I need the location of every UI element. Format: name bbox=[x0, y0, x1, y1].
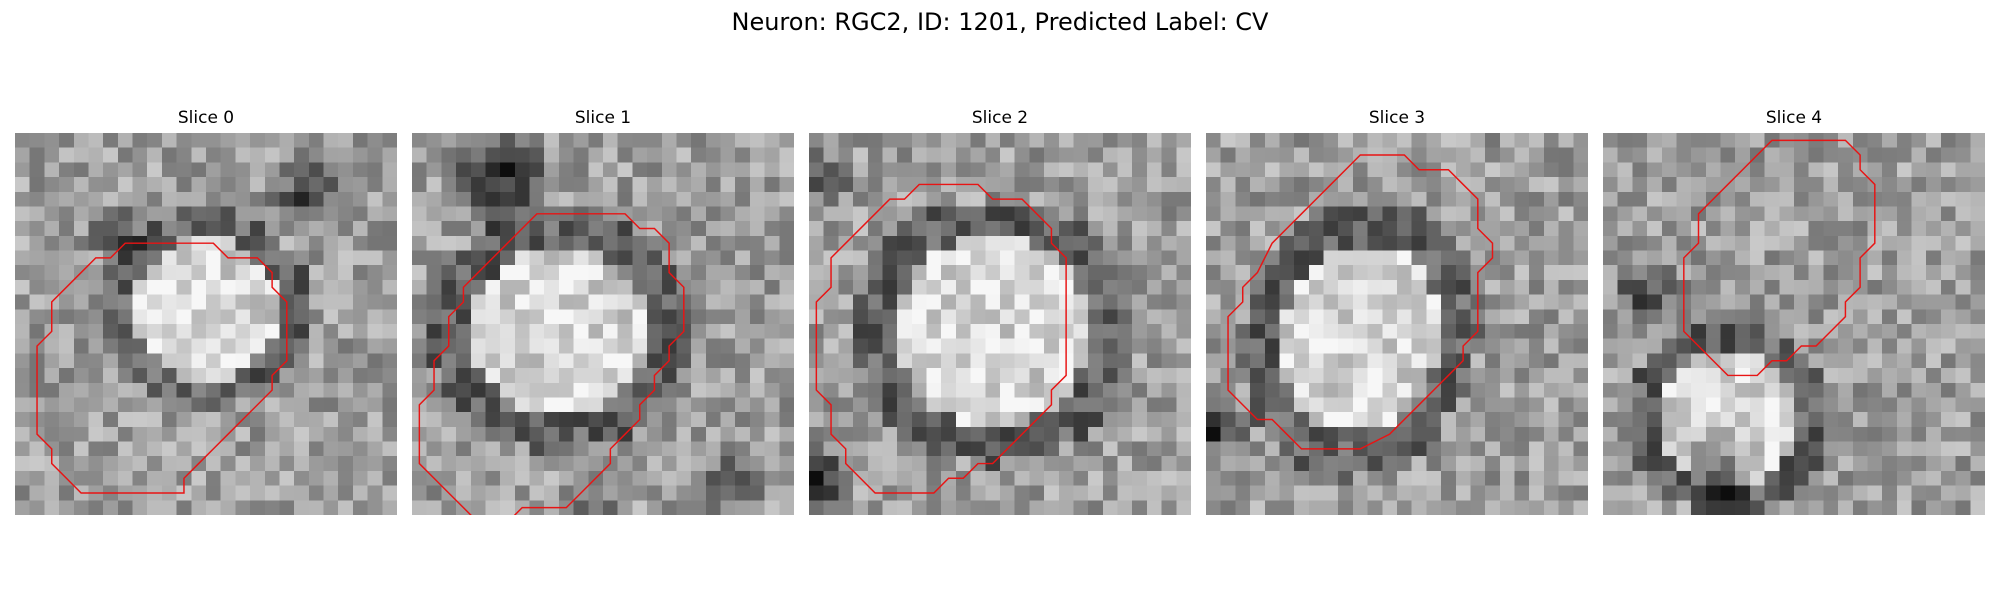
slice-image bbox=[15, 133, 397, 515]
slice-title: Slice 2 bbox=[971, 108, 1029, 128]
slice-title: Slice 1 bbox=[574, 108, 632, 128]
slice-image bbox=[1206, 133, 1588, 515]
slice-image bbox=[809, 133, 1191, 515]
pixel-grid bbox=[412, 133, 794, 515]
pixel-grid bbox=[1206, 133, 1588, 515]
slice-panel-4: Slice 4 bbox=[1603, 107, 1985, 515]
figure-title: Neuron: RGC2, ID: 1201, Predicted Label:… bbox=[731, 8, 1269, 36]
pixel-grid bbox=[15, 133, 397, 515]
slice-panel-0: Slice 0 bbox=[15, 107, 397, 515]
slice-title: Slice 0 bbox=[177, 108, 235, 128]
slice-image bbox=[412, 133, 794, 515]
slice-image bbox=[1603, 133, 1985, 515]
cell-outline bbox=[815, 183, 1067, 494]
slice-title: Slice 3 bbox=[1368, 108, 1426, 128]
pixel-grid bbox=[809, 133, 1191, 515]
slice-panel-2: Slice 2 bbox=[809, 107, 1191, 515]
cell-outline bbox=[418, 213, 685, 515]
pixel-grid bbox=[1603, 133, 1985, 515]
cell-outline bbox=[1227, 154, 1494, 450]
cell-outline bbox=[36, 242, 288, 494]
slice-title: Slice 4 bbox=[1765, 108, 1823, 128]
cell-outline bbox=[1683, 139, 1876, 377]
slice-panel-3: Slice 3 bbox=[1206, 107, 1588, 515]
slice-panel-1: Slice 1 bbox=[412, 107, 794, 515]
